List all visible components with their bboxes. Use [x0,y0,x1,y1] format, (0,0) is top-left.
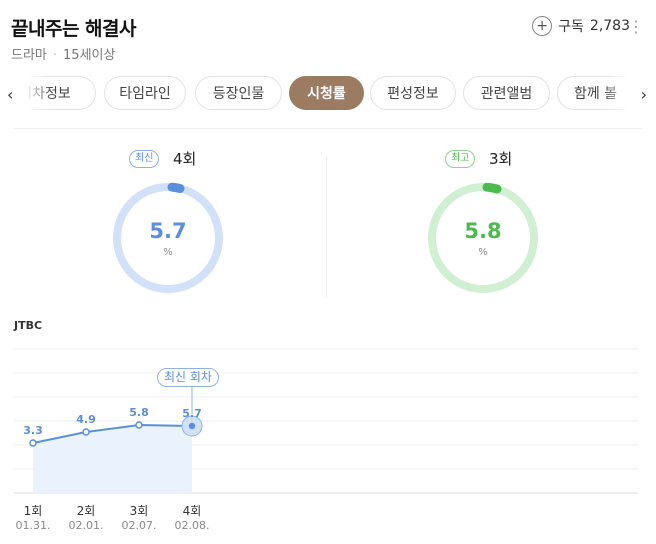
latest-episode-tag: 최신 회차 [157,368,219,387]
program-meta: 드라마 · 15세이상 [11,44,115,63]
latest-gauge [113,182,223,293]
point-value-label: 5.8 [129,406,149,419]
tab-albums[interactable]: 관련앨범 [463,76,550,110]
chevron-right-icon: › [640,85,647,104]
divider [14,128,642,129]
tab-scroll-left[interactable]: ‹ [0,72,52,118]
subscribe-label: 구독 [558,19,584,35]
plus-icon: + [532,16,553,36]
latest-unit: % [163,247,173,258]
chart-line [32,423,193,444]
tab-ratings[interactable]: 시청률 [289,76,364,110]
latest-episode: 4회 [173,150,197,168]
data-point[interactable] [29,439,37,447]
x-date-label: 02.07. [121,519,157,532]
point-value-label: 3.3 [23,424,43,437]
tab-schedule[interactable]: 편성정보 [370,76,456,110]
x-date-label: 02.08. [174,519,210,532]
subscribe-count: 2,783 [589,18,630,34]
latest-badge: 최신 [129,150,160,168]
program-title: 끝내주는 해결사 [11,18,136,40]
chevron-left-icon: ‹ [7,85,14,104]
best-value: 5.8 [464,219,502,243]
chart-points [29,415,203,447]
x-date-label: 01.31. [15,519,51,532]
best-episode: 3회 [489,150,513,168]
x-tick-label: 2회 [76,504,96,518]
tab-bar: 회차정보 타임라인 등장인물 시청률 편성정보 관련앨범 함께 볼 [0,72,656,118]
best-gauge-arc [482,182,502,194]
best-badge: 최고 [445,150,476,168]
tab-scroll-right[interactable]: › [604,72,656,118]
x-tick-label: 4회 [182,504,202,518]
point-value-label: 5.7 [182,407,202,420]
point-value-label: 4.9 [76,413,96,426]
x-tick-label: 3회 [129,504,149,518]
chart-area [33,425,192,493]
data-point[interactable] [188,422,196,430]
x-tick-label: 1회 [23,504,43,518]
tab-characters[interactable]: 등장인물 [195,76,282,110]
data-point[interactable] [82,428,90,436]
network-label: JTBC [14,319,43,332]
age-rating: 15세이상 [63,48,116,63]
subscribe-button[interactable]: + 구독 2,783 [532,16,630,36]
data-point[interactable] [135,421,143,429]
genre-label[interactable]: 드라마 [11,48,47,63]
latest-gauge-arc [167,182,185,193]
best-unit: % [478,247,488,258]
tab-timeline[interactable]: 타임라인 [104,76,186,110]
divider [326,157,327,297]
meta-separator: · [52,48,58,63]
more-options-icon[interactable]: ⋮ [628,17,644,36]
ratings-chart [14,348,638,494]
x-date-label: 02.01. [68,519,104,532]
best-gauge [428,182,538,293]
latest-value: 5.7 [149,219,187,243]
